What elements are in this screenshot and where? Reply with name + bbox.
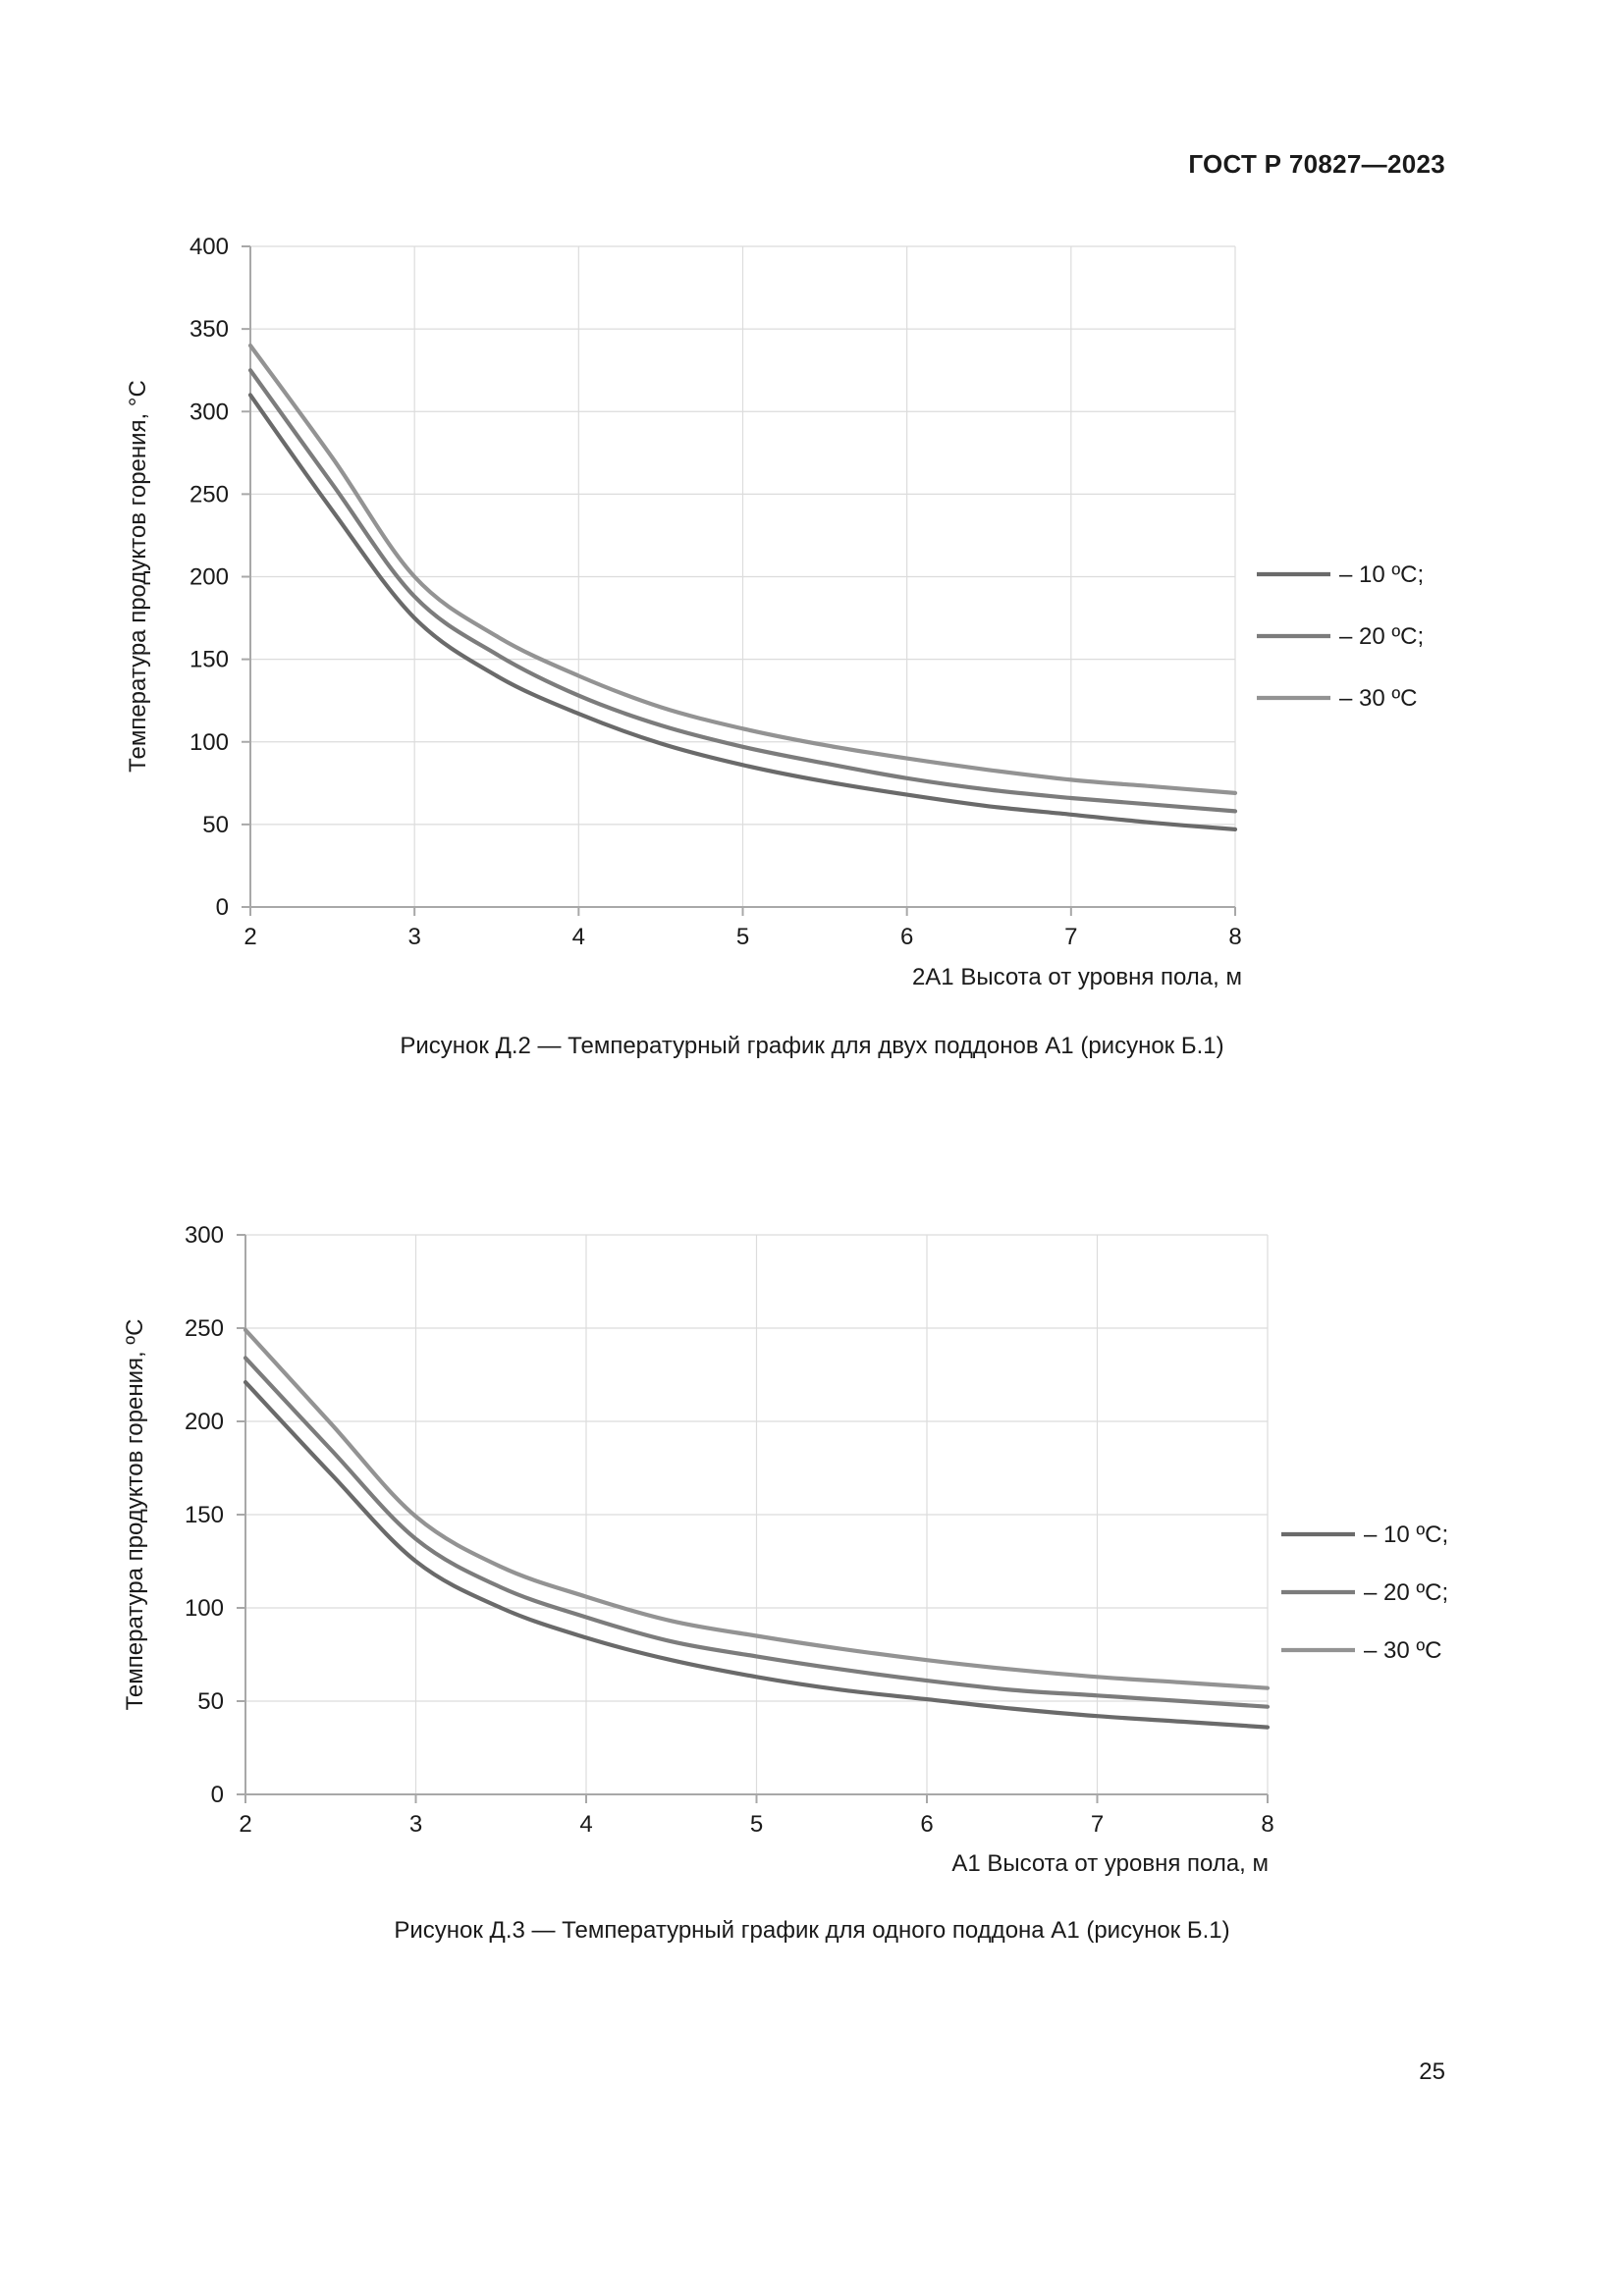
series-line-30c (243, 1327, 1271, 1690)
x-tick-label: 3 (407, 924, 420, 950)
x-tick-label: 5 (750, 1811, 763, 1838)
page-number: 25 (1419, 2058, 1445, 2085)
y-tick-label: 0 (216, 894, 229, 921)
y-tick-label: 0 (211, 1782, 224, 1808)
x-tick-label: 7 (1091, 1811, 1104, 1838)
y-tick-label: 200 (189, 564, 229, 591)
y-tick-label: 150 (189, 647, 229, 673)
x-tick-label: 6 (900, 924, 913, 950)
legend-label: – 30 ºС (1364, 1637, 1441, 1664)
y-tick-label: 350 (189, 316, 229, 343)
x-tick-label: 7 (1064, 924, 1077, 950)
x-axis-title: А1 Высота от уровня пола, м (951, 1850, 1269, 1877)
y-tick-label: 50 (202, 812, 229, 838)
x-tick-label: 3 (409, 1811, 422, 1838)
x-axis-title: 2А1 Высота от уровня пола, м (912, 964, 1242, 990)
x-tick-label: 4 (572, 924, 585, 950)
series-line-10c (243, 1380, 1271, 1730)
legend-label: – 20 ºС; (1339, 623, 1424, 650)
y-tick-label: 200 (185, 1409, 224, 1435)
y-tick-label: 300 (189, 399, 229, 425)
chart-figure-d3: 0 50 100 150 200 250 300 2 3 4 5 6 7 8 Температура про… (122, 1222, 1448, 1877)
x-tick-label: 6 (920, 1811, 933, 1838)
document-code: ГОСТ Р 70827—2023 (1188, 149, 1445, 179)
y-axis-title: Температура продуктов горения, ºС (122, 1319, 148, 1711)
series-line-20c (243, 1356, 1271, 1709)
y-axis-title: Температура продуктов горения, °С (125, 380, 151, 773)
y-tick-label: 100 (185, 1595, 224, 1622)
figure-caption-d2: Рисунок Д.2 — Температурный график для д… (400, 1033, 1224, 1059)
y-tick-label: 50 (197, 1688, 224, 1715)
y-tick-label: 150 (185, 1502, 224, 1528)
x-tick-label: 8 (1228, 924, 1241, 950)
x-tick-label: 4 (579, 1811, 592, 1838)
y-tick-label: 400 (189, 234, 229, 260)
figure-caption-d3: Рисунок Д.3 — Температурный график для о… (394, 1917, 1230, 1944)
chart-figure-d2: 0 50 100 150 200 250 300 350 400 2 3 4 5 6 7 8 Температу… (125, 234, 1424, 990)
legend-label: – 10 ºС; (1364, 1522, 1448, 1548)
legend-label: – 30 ºС (1339, 685, 1417, 712)
x-tick-label: 8 (1261, 1811, 1273, 1838)
legend-label: – 10 ºС; (1339, 561, 1424, 588)
legend-label: – 20 ºС; (1364, 1579, 1448, 1606)
series-line-20c (247, 368, 1238, 814)
series-line-30c (247, 343, 1238, 795)
y-tick-label: 100 (189, 729, 229, 756)
x-tick-label: 2 (244, 924, 256, 950)
y-tick-label: 250 (189, 481, 229, 507)
x-tick-label: 5 (736, 924, 749, 950)
x-tick-label: 2 (239, 1811, 251, 1838)
series-line-10c (247, 393, 1238, 831)
y-tick-label: 300 (185, 1222, 224, 1249)
y-tick-label: 250 (185, 1315, 224, 1342)
